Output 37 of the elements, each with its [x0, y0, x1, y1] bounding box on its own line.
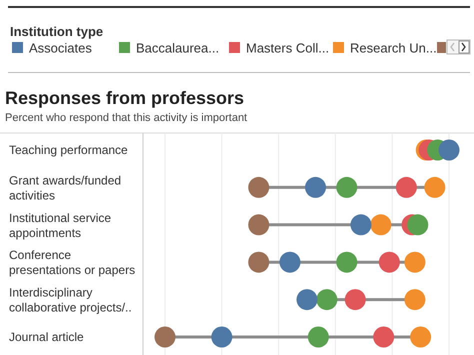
legend-label: Baccalaurea... [136, 40, 220, 56]
point [370, 214, 392, 236]
point [296, 289, 318, 310]
point [350, 214, 372, 236]
point [396, 176, 417, 198]
y-tick-label: Conference presentations or papers [9, 248, 136, 278]
y-tick-label: Institutional service appointments [9, 210, 112, 240]
point [211, 326, 232, 348]
point [336, 252, 358, 273]
point [336, 176, 358, 198]
point [438, 140, 460, 160]
point [410, 326, 432, 348]
point [248, 252, 270, 273]
legend-label: Masters Coll... [246, 40, 330, 56]
point [424, 176, 446, 198]
point [373, 326, 394, 348]
legend-label: Associates [29, 40, 92, 56]
y-tick-label: Grant awards/funded activities [9, 173, 122, 202]
point [316, 289, 338, 310]
y-tick-label: Teaching performance [9, 143, 128, 157]
chart-title: Responses from professors [5, 88, 244, 108]
chart-subtitle: Percent who respond that this activity is important [5, 112, 248, 124]
point [248, 176, 270, 198]
point [248, 214, 270, 236]
point [378, 252, 400, 273]
legend-title: Institution type [10, 24, 104, 39]
point [404, 289, 426, 310]
point [407, 214, 428, 236]
point [404, 252, 426, 273]
legend-label: Research Un... [350, 40, 437, 56]
point [344, 289, 366, 310]
y-tick-label: Interdisciplinary collaborative projects/.. [9, 286, 132, 315]
y-tick-label: Journal article [9, 330, 84, 344]
point [305, 176, 326, 198]
point [154, 326, 176, 348]
point [279, 252, 300, 273]
point [308, 326, 329, 348]
